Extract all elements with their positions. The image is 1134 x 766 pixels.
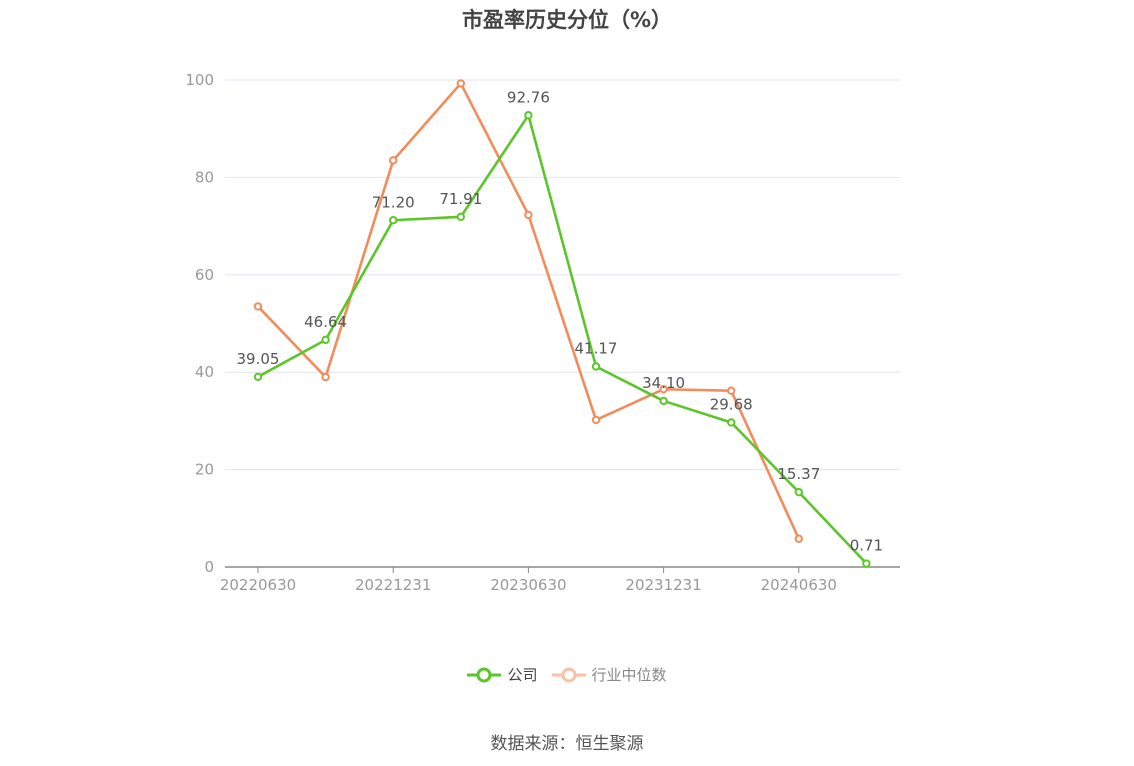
data-point-company (862, 559, 871, 568)
data-label: 0.71 (850, 537, 883, 555)
grid (225, 79, 900, 471)
legend: 公司 行业中位数 (0, 664, 1134, 685)
y-tick-label: 100 (185, 71, 214, 89)
series-company (253, 111, 871, 568)
data-point-industry (659, 385, 668, 394)
x-tick-label: 20230630 (490, 576, 566, 594)
data-point-company (794, 487, 803, 497)
data-point-company (659, 396, 668, 406)
data-point-company (321, 335, 330, 345)
data-point-company (727, 418, 736, 427)
y-tick-label: 40 (195, 363, 214, 381)
series-line-company (257, 113, 868, 565)
x-tick-label: 20240630 (761, 576, 837, 594)
data-label: 15.37 (777, 465, 820, 483)
data-point-industry (253, 302, 263, 311)
data-point-company (389, 216, 398, 225)
data-label: 39.05 (237, 350, 280, 368)
data-label: 29.68 (710, 395, 753, 413)
x-tick-label: 20221231 (355, 576, 431, 594)
chart-title: 市盈率历史分位（%） (461, 8, 673, 32)
data-point-company (253, 372, 263, 382)
y-tick-label: 20 (195, 461, 214, 479)
data-point-industry (389, 156, 398, 165)
x-tick-label: 20220630 (220, 576, 296, 594)
legend-line-icon (551, 667, 586, 682)
data-point-industry (321, 372, 330, 382)
data-point-industry (524, 210, 533, 220)
data-label: 92.76 (507, 88, 550, 106)
data-point-industry (591, 415, 601, 425)
legend-label-company: 公司 (507, 666, 538, 684)
y-tick-label: 80 (195, 168, 214, 186)
data-label: 34.10 (642, 374, 685, 392)
legend-line-icon (467, 667, 502, 682)
x-axis: 20220630 20221231 20230630 20231231 20240630 (220, 566, 900, 594)
data-label: 41.17 (575, 340, 618, 358)
legend-label-industry: 行业中位数 (591, 666, 667, 684)
series-industry (253, 79, 803, 543)
y-tick-label: 0 (204, 558, 214, 576)
source-note: 数据来源：恒生聚源 (490, 734, 644, 754)
data-point-company (456, 212, 465, 221)
x-tick-label: 20231231 (625, 576, 701, 594)
data-point-company (524, 111, 533, 120)
data-point-industry (456, 79, 465, 88)
data-point-industry (727, 386, 736, 395)
data-point-industry (794, 534, 803, 543)
legend-item-company[interactable]: 公司 (467, 664, 538, 685)
data-label: 71.20 (372, 193, 415, 211)
legend-item-industry[interactable]: 行业中位数 (551, 664, 667, 685)
data-label: 46.64 (304, 313, 347, 331)
y-axis: 0 20 40 60 80 100 (185, 71, 214, 576)
y-tick-label: 60 (195, 266, 214, 284)
series-line-industry (257, 82, 800, 540)
data-label: 71.91 (439, 190, 482, 208)
data-labels: 39.05 46.64 71.20 71.91 92.76 41.17 34.10 29.68… (237, 88, 884, 554)
data-point-company (591, 362, 601, 371)
